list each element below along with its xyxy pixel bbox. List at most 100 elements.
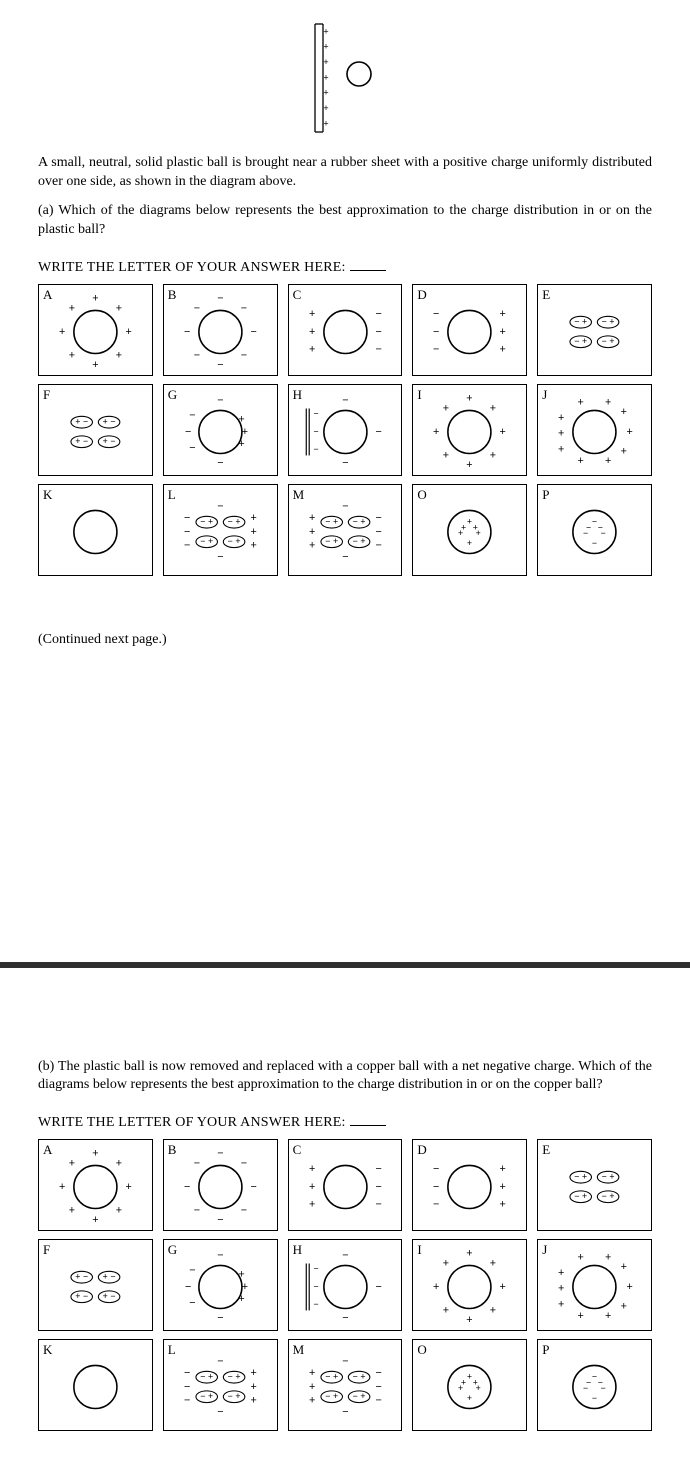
svg-text:+: + [610,1191,615,1201]
svg-text:−: − [194,302,200,314]
option-m[interactable]: M−+−+−+−++++−−−−− [288,1339,403,1431]
svg-text:−: − [184,525,190,537]
svg-text:+: + [443,402,449,414]
svg-text:+: + [333,1372,338,1382]
option-b[interactable]: B−−−−−−−− [163,1139,278,1231]
svg-text:+: + [309,325,315,337]
svg-text:+: + [103,436,108,446]
svg-text:−: − [110,416,115,426]
svg-text:−: − [184,512,190,524]
svg-text:+: + [610,1172,615,1182]
svg-text:+: + [238,1293,244,1305]
svg-text:−: − [342,1312,348,1324]
svg-text:−: − [110,436,115,446]
option-c[interactable]: C+++−−− [288,1139,403,1231]
svg-text:+: + [75,416,80,426]
option-m[interactable]: M−+−+−+−++++−−−−− [288,484,403,576]
option-j[interactable]: J++++++++++ [537,1239,652,1331]
svg-text:−: − [217,1250,223,1262]
svg-text:−: − [592,1393,597,1403]
svg-text:+: + [309,525,315,537]
option-j[interactable]: J++++++++++ [537,384,652,476]
option-d[interactable]: D−−−+++ [412,284,527,376]
option-p[interactable]: P−−−−−− [537,484,652,576]
option-a[interactable]: A++++++++ [38,1139,153,1231]
svg-text:+: + [443,1305,449,1317]
option-i[interactable]: I++++++++ [412,1239,527,1331]
answer-blank[interactable] [350,1125,386,1126]
svg-text:−: − [433,325,439,337]
options-grid-b: A++++++++B−−−−−−−−C+++−−−D−−−+++E−+−+−+−… [38,1139,652,1431]
svg-text:+: + [621,1262,627,1274]
svg-text:−: − [602,316,607,326]
svg-text:+: + [250,525,256,537]
svg-text:+: + [59,1181,65,1193]
svg-text:−: − [313,1282,318,1292]
svg-text:−: − [184,1181,190,1193]
svg-text:+: + [323,118,328,128]
svg-text:+: + [433,425,439,437]
option-c[interactable]: C+++−−− [288,284,403,376]
option-i[interactable]: I++++++++ [412,384,527,476]
svg-text:−: − [592,516,597,526]
option-p[interactable]: P−−−−−− [537,1339,652,1431]
svg-text:−: − [375,512,381,524]
svg-text:+: + [621,406,627,418]
svg-text:+: + [578,1252,584,1264]
option-l[interactable]: L−+−+−+−+−−−+++−− [163,1339,278,1431]
option-h[interactable]: H−−−−−− [288,384,403,476]
option-h[interactable]: H−−−−−− [288,1239,403,1331]
answer-blank[interactable] [350,270,386,271]
option-l[interactable]: L−+−+−+−+−−−+++−− [163,484,278,576]
svg-text:+: + [238,1269,244,1281]
svg-text:+: + [69,302,75,314]
option-a[interactable]: A++++++++ [38,284,153,376]
svg-text:+: + [360,1372,365,1382]
option-o[interactable]: O++++++ [412,1339,527,1431]
option-g[interactable]: G−−−+++−− [163,1239,278,1331]
svg-text:−: − [194,1205,200,1217]
svg-text:+: + [558,427,564,439]
svg-text:+: + [500,425,506,437]
svg-text:−: − [184,539,190,551]
svg-text:+: + [627,1281,633,1293]
svg-text:−: − [200,1391,205,1401]
svg-text:−: − [342,500,348,512]
option-f[interactable]: F+−+−+−+− [38,1239,153,1331]
svg-text:+: + [467,392,473,404]
svg-text:+: + [323,72,328,82]
option-g[interactable]: G−−−+++−− [163,384,278,476]
svg-text:+: + [309,1181,315,1193]
svg-text:+: + [500,308,506,320]
svg-text:+: + [558,1283,564,1295]
option-o[interactable]: O++++++ [412,484,527,576]
svg-text:−: − [574,1191,579,1201]
svg-text:+: + [621,445,627,457]
svg-text:−: − [217,394,223,406]
svg-text:+: + [208,536,213,546]
svg-text:−: − [574,316,579,326]
option-b[interactable]: B−−−−−−−− [163,284,278,376]
option-f[interactable]: F+−+−+−+− [38,384,153,476]
svg-text:−: − [184,325,190,337]
option-k[interactable]: K [38,484,153,576]
svg-text:−: − [433,1164,439,1176]
svg-text:−: − [200,516,205,526]
option-e[interactable]: E−+−+−+−+ [537,1139,652,1231]
option-e[interactable]: E−+−+−+−+ [537,284,652,376]
svg-text:+: + [235,536,240,546]
svg-text:+: + [500,343,506,355]
svg-text:−: − [602,1191,607,1201]
svg-text:+: + [92,292,98,304]
svg-text:−: − [375,525,381,537]
svg-text:+: + [490,402,496,414]
svg-text:−: − [592,1372,597,1382]
svg-text:+: + [461,1378,466,1388]
svg-text:−: − [241,349,247,361]
svg-text:+: + [500,1181,506,1193]
svg-text:−: − [375,1367,381,1379]
svg-text:−: − [375,539,381,551]
option-d[interactable]: D−−−+++ [412,1139,527,1231]
option-k[interactable]: K [38,1339,153,1431]
svg-text:+: + [490,1305,496,1317]
